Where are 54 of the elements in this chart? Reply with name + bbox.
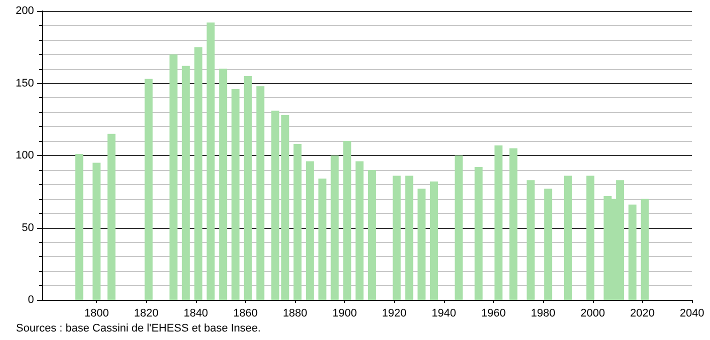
- bar: [219, 68, 228, 300]
- bar: [169, 54, 178, 300]
- x-tick-label: 1900: [332, 308, 357, 320]
- bar: [474, 167, 483, 300]
- bar: [494, 145, 502, 300]
- bar: [318, 178, 326, 300]
- x-tick-label: 1800: [84, 308, 109, 320]
- bar: [92, 162, 101, 300]
- x-tick-label: 1940: [432, 308, 456, 320]
- bar: [430, 182, 438, 300]
- bar: [294, 144, 302, 300]
- bar: [564, 176, 572, 300]
- x-tick-label: 1860: [233, 308, 258, 320]
- y-tick-label: 200: [16, 5, 34, 17]
- bar: [368, 170, 376, 300]
- x-tick-label: 1920: [382, 308, 407, 320]
- bar: [509, 148, 518, 300]
- bar: [628, 204, 636, 300]
- y-tick-label: 150: [16, 77, 34, 90]
- y-tick-label: 50: [22, 222, 34, 234]
- bar: [144, 78, 153, 300]
- x-tick-label: 1880: [282, 308, 308, 320]
- bar: [182, 66, 190, 300]
- y-tick-label: 100: [16, 150, 34, 162]
- source-note: Sources : base Cassini de l'EHESS et base Insee.: [16, 322, 261, 334]
- bar: [194, 47, 202, 300]
- bar: [343, 141, 352, 300]
- bar: [306, 161, 314, 300]
- bar: [405, 176, 414, 300]
- bar: [544, 188, 552, 300]
- bar: [330, 156, 339, 300]
- bar: [256, 86, 264, 300]
- bar: [526, 180, 535, 300]
- x-tick-label: 2020: [630, 308, 655, 320]
- x-tick-label: 1820: [134, 308, 158, 320]
- x-tick-label: 1960: [481, 308, 506, 320]
- bar: [640, 198, 649, 300]
- bar: [418, 188, 426, 300]
- bar: [586, 176, 594, 300]
- x-tick-label: 1980: [530, 308, 556, 320]
- x-tick-label: 2000: [580, 308, 606, 320]
- bar: [271, 110, 280, 300]
- bar: [107, 134, 116, 300]
- bar: [392, 176, 401, 300]
- bar: [356, 161, 364, 300]
- bar: [281, 115, 290, 300]
- bar: [454, 156, 463, 300]
- x-tick-label: 2040: [680, 308, 704, 320]
- bar: [206, 22, 215, 300]
- bar: [232, 89, 240, 300]
- bar: [75, 154, 84, 300]
- bar: [244, 76, 252, 300]
- y-tick-label: 0: [28, 294, 34, 306]
- x-tick-label: 1840: [184, 308, 208, 320]
